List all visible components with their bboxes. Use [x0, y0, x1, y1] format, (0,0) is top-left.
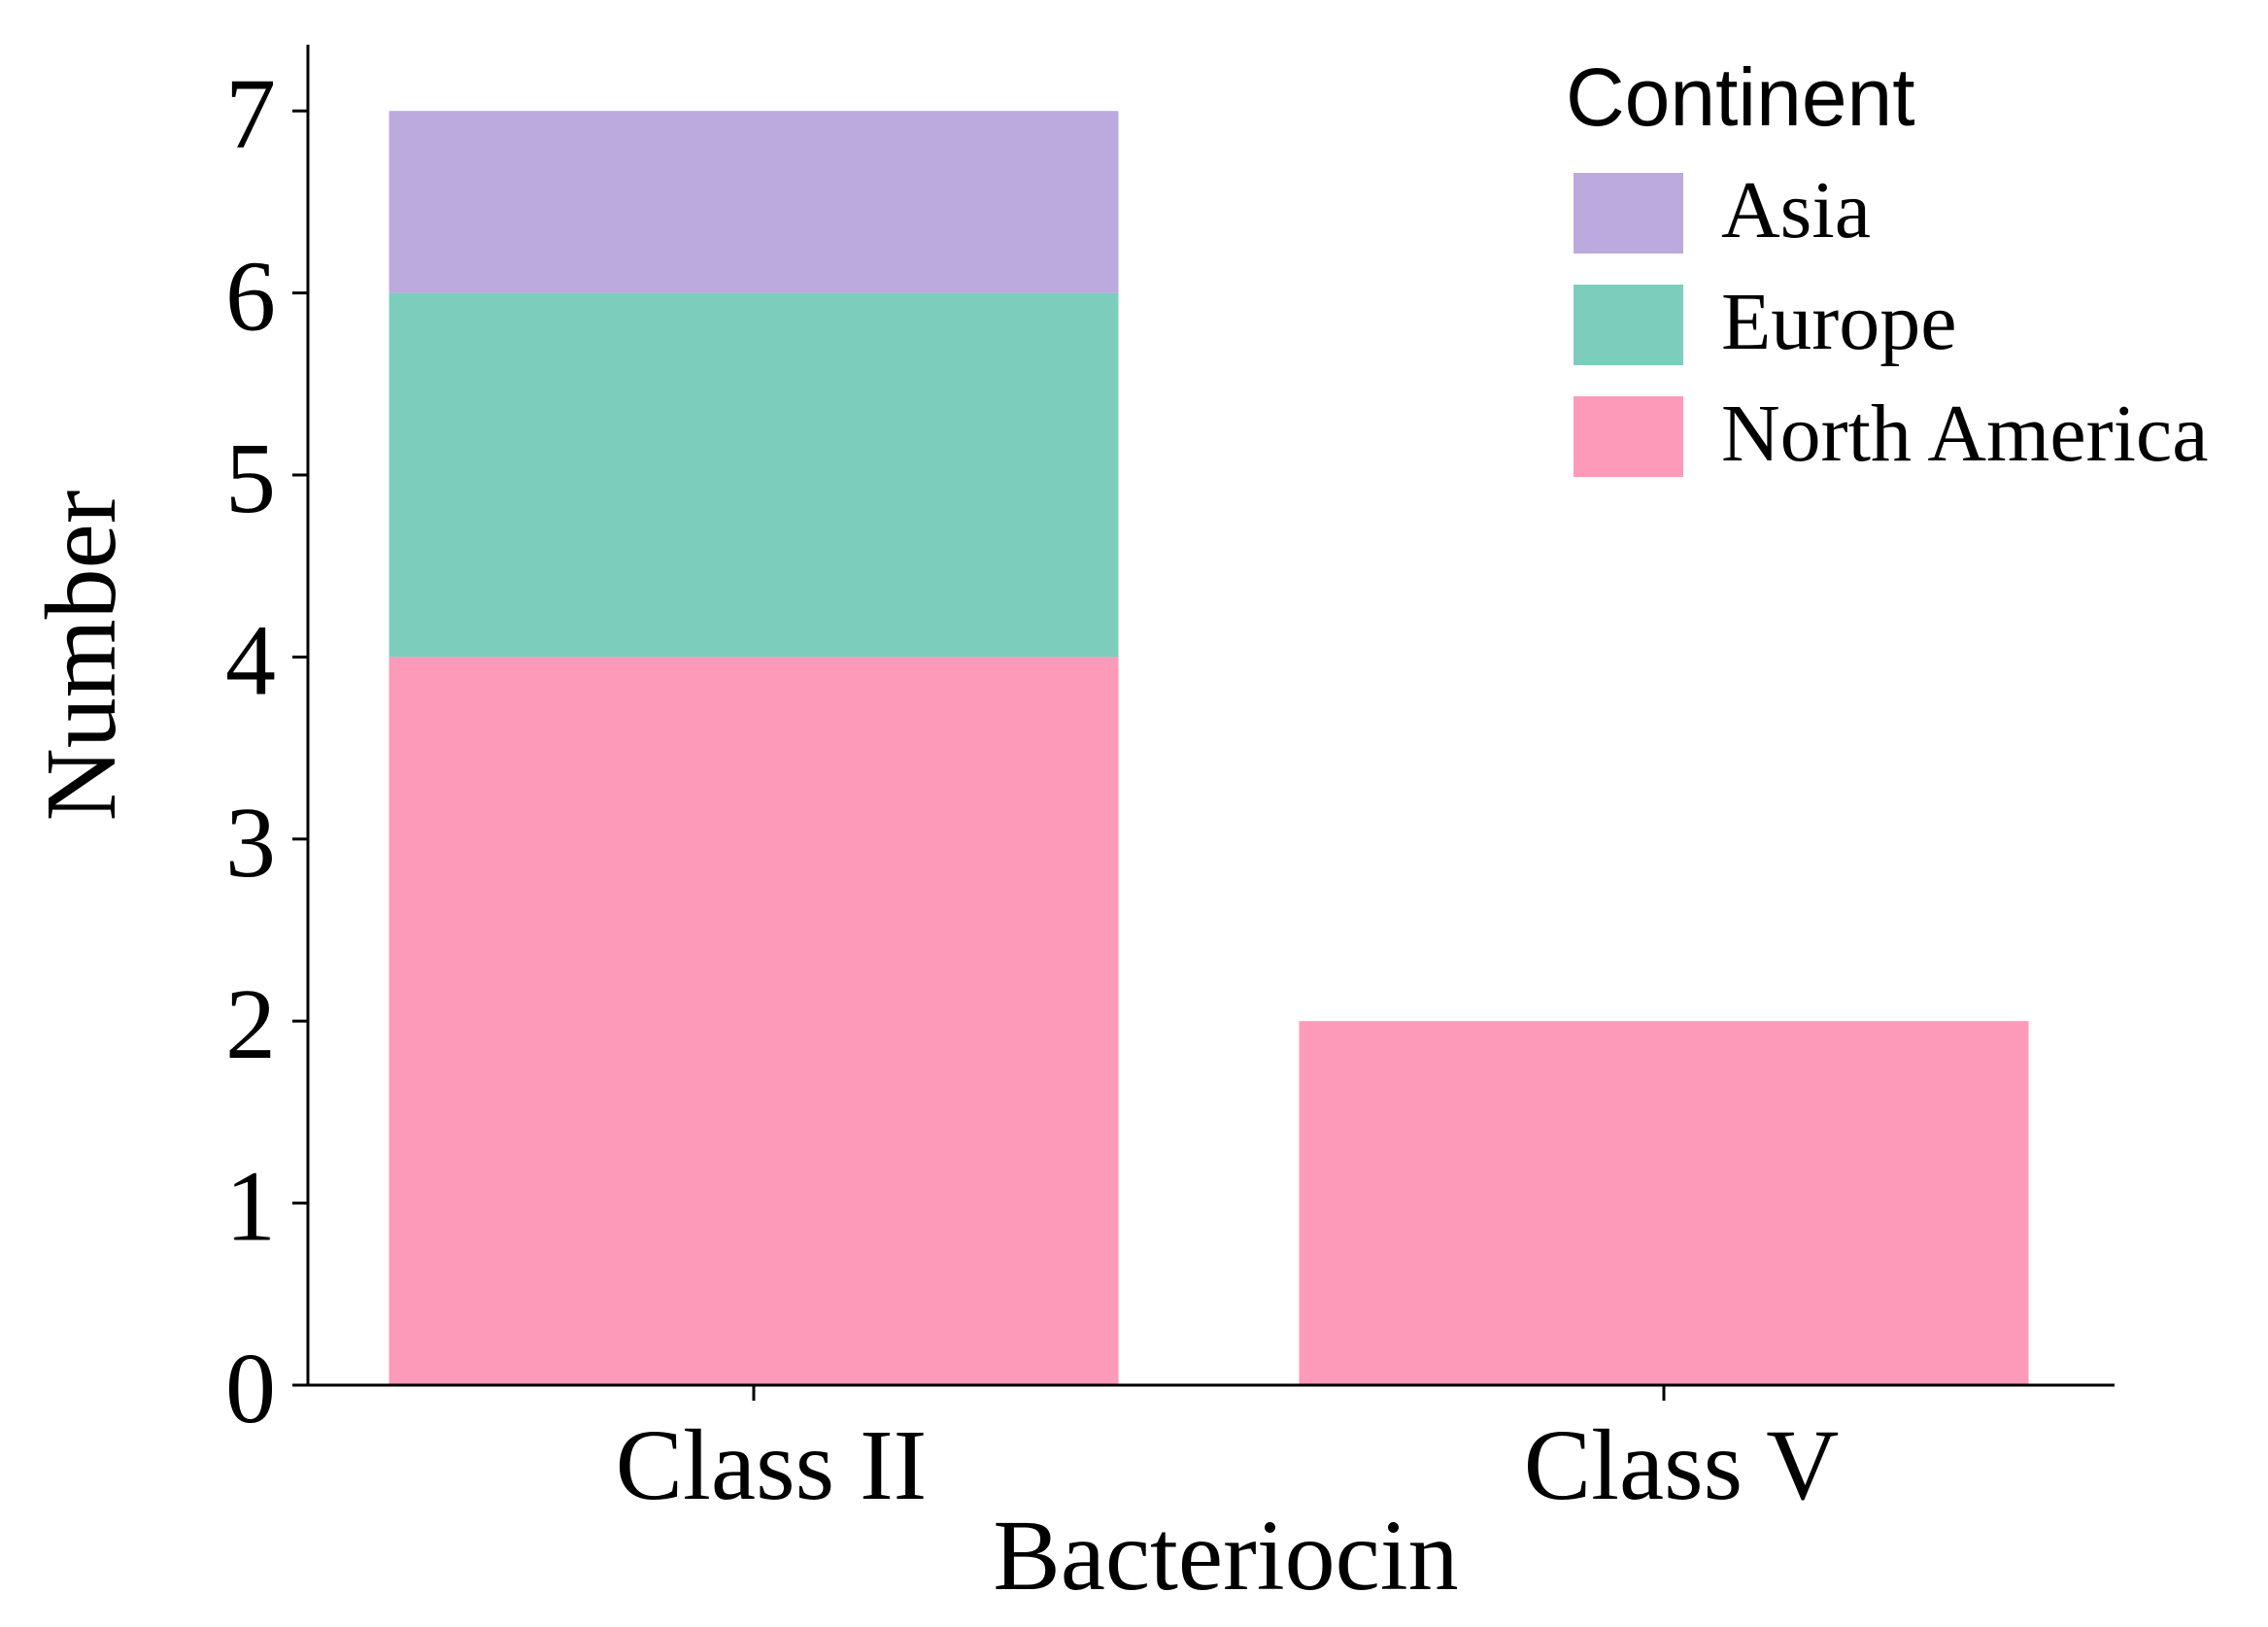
bars-layer [389, 111, 2029, 1385]
legend-label-asia: Asia [1721, 165, 1871, 255]
x-tick-label-class-ii: Class II [616, 1409, 928, 1521]
y-tick-label-6: 6 [225, 241, 276, 353]
y-tick-label-0: 0 [225, 1333, 276, 1444]
legend-title: Continent [1566, 51, 1915, 143]
legend-swatch-asia [1574, 173, 1683, 254]
bar-class-ii-north-america [389, 657, 1119, 1385]
y-tick-label-1: 1 [225, 1151, 276, 1263]
legend: Continent Asia Europe North America [1566, 51, 2209, 479]
y-tick-label-4: 4 [225, 604, 276, 716]
x-tick-label-class-v: Class V [1524, 1409, 1840, 1521]
y-ticks: 0 1 2 3 4 5 6 7 [225, 58, 308, 1444]
legend-label-europe: Europe [1721, 277, 1957, 367]
y-tick-label-2: 2 [225, 968, 276, 1080]
y-axis-label: Number [25, 491, 137, 822]
bar-class-v-north-america [1299, 1021, 2029, 1385]
legend-swatch-north-america [1574, 396, 1683, 477]
y-tick-label-7: 7 [225, 58, 276, 170]
y-tick-label-3: 3 [225, 787, 276, 898]
legend-items: Asia Europe North America [1574, 165, 2209, 479]
y-tick-label-5: 5 [225, 423, 276, 534]
x-ticks: Class II Class V [616, 1385, 1840, 1521]
bar-class-ii-europe [389, 292, 1119, 658]
legend-label-north-america: North America [1721, 389, 2209, 479]
legend-swatch-europe [1574, 285, 1683, 365]
x-axis-label: Bacteriocin [993, 1500, 1458, 1611]
axes-layer [306, 45, 2115, 1387]
bar-class-ii-asia [389, 111, 1119, 293]
